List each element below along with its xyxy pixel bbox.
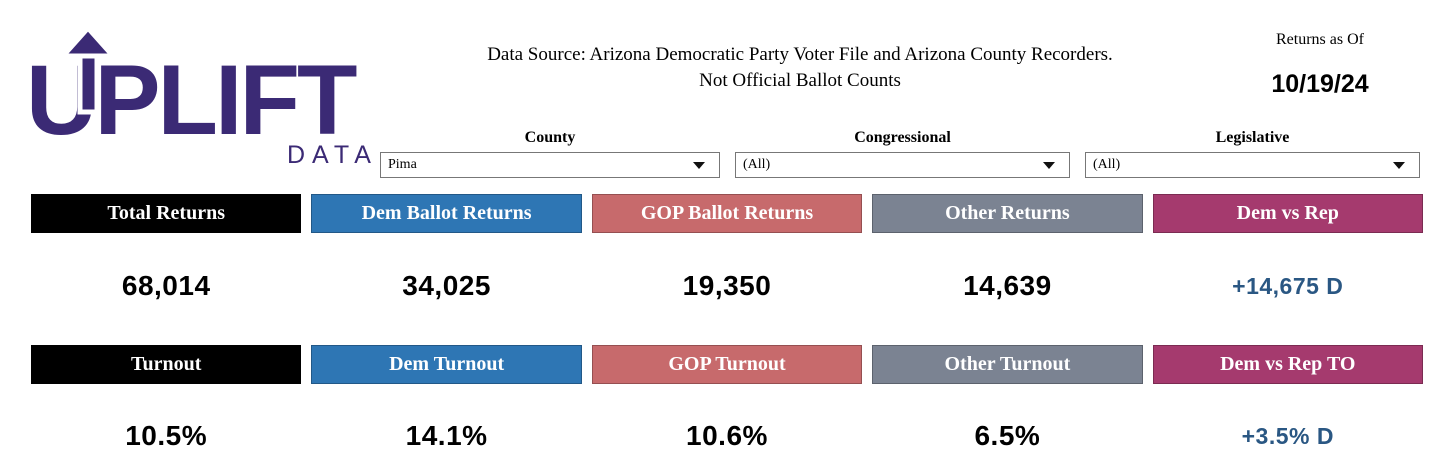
returns-as-of-block: Returns as Of 10/19/24 — [1220, 30, 1420, 99]
up-arrow-icon — [57, 24, 119, 115]
returns-as-of-label: Returns as Of — [1276, 31, 1364, 48]
congressional-dropdown[interactable]: (All) — [735, 152, 1070, 178]
legislative-dropdown-value: (All) — [1093, 157, 1121, 172]
turnout-header-row: Turnout Dem Turnout GOP Turnout Other Tu… — [31, 345, 1423, 384]
congressional-filter-label: Congressional — [854, 129, 951, 146]
data-source-line2: Not Official Ballot Counts — [699, 70, 901, 91]
turnout-header: Turnout — [31, 345, 302, 384]
gop-turnout-value: 10.6% — [686, 420, 768, 451]
dem-vs-rep-to-value: +3.5% D — [1241, 422, 1334, 449]
dem-ballot-returns-header: Dem Ballot Returns — [311, 194, 582, 233]
dem-turnout-header: Dem Turnout — [311, 345, 582, 384]
gop-ballot-returns-value: 19,350 — [682, 270, 772, 301]
turnout-value: 10.5% — [125, 420, 208, 451]
gop-turnout-header: GOP Turnout — [591, 345, 863, 384]
other-turnout-value: 6.5% — [974, 420, 1041, 451]
county-filter-label: County — [524, 129, 576, 146]
returns-value-row: 68,014 34,025 19,350 14,639 +14,675 D — [31, 266, 1423, 306]
legislative-filter-label: Legislative — [1215, 129, 1290, 146]
returns-header-row: Total Returns Dem Ballot Returns GOP Bal… — [31, 194, 1423, 233]
uplift-logo-graphic: UPLIFT DATA — [30, 24, 378, 169]
dem-vs-rep-value: +14,675 D — [1232, 272, 1344, 299]
county-dropdown[interactable]: Pima — [380, 152, 720, 178]
returns-as-of-date: 10/19/24 — [1271, 70, 1369, 98]
county-dropdown-value: Pima — [388, 157, 417, 172]
congressional-dropdown-value: (All) — [743, 157, 771, 172]
logo-subtitle-text: DATA — [287, 141, 378, 169]
chevron-down-icon — [1393, 161, 1405, 169]
turnout-value-row: 10.5% 14.1% 10.6% 6.5% +3.5% D — [31, 416, 1423, 456]
legislative-dropdown[interactable]: (All) — [1085, 152, 1420, 178]
chevron-down-icon — [693, 161, 705, 169]
other-returns-header: Other Returns — [872, 194, 1143, 233]
dem-vs-rep-to-header: Dem vs Rep TO — [1152, 345, 1423, 384]
other-turnout-header: Other Turnout — [872, 345, 1143, 384]
dem-turnout-value: 14.1% — [405, 420, 488, 451]
total-returns-header: Total Returns — [31, 194, 302, 233]
uplift-logo: UPLIFT DATA — [30, 6, 385, 171]
dem-ballot-returns-value: 34,025 — [402, 270, 491, 301]
chevron-down-icon — [1043, 161, 1055, 169]
total-returns-value: 68,014 — [121, 270, 211, 301]
gop-ballot-returns-header: GOP Ballot Returns — [591, 194, 863, 233]
data-source-line1: Data Source: Arizona Democratic Party Vo… — [487, 44, 1113, 65]
other-returns-value: 14,639 — [963, 270, 1052, 301]
dem-vs-rep-header: Dem vs Rep — [1152, 194, 1423, 233]
data-source-note: Data Source: Arizona Democratic Party Vo… — [380, 42, 1220, 94]
